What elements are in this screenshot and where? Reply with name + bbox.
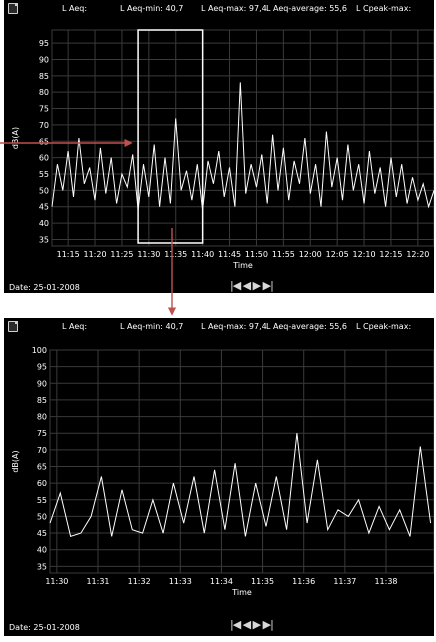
y-tick-label: 70 [37,446,47,455]
l-aeq-label: L Aeq: [62,322,88,331]
date-label-zoomed: Date: 25-01-2008 [9,623,80,632]
skip-to-end-icon[interactable]: ▶| [262,618,274,631]
date-label: Date: 25-01-2008 [9,283,80,292]
y-tick-label: 50 [37,512,47,521]
series-line [51,82,434,211]
y-tick-label: 50 [39,186,49,195]
skip-to-start-icon[interactable]: |◀ [230,279,241,292]
y-tick-label: 65 [39,137,49,146]
x-tick-label: 11:15 [57,250,80,259]
playback-controls: |◀ ◀ ▶ ▶| [230,279,274,292]
y-tick-label: 85 [37,396,47,405]
x-tick-label: 11:36 [292,577,315,586]
l-aeq-max-label: L Aeq-max: 97,4 [201,4,267,13]
x-tick-label: 11:45 [218,250,241,259]
y-tick-label: 80 [37,413,47,422]
y-tick-label: 45 [39,203,49,212]
x-axis-label: Time [231,588,252,597]
y-axis-label: dB(A) [11,127,20,149]
x-tick-label: 12:05 [326,250,349,259]
document-icon [8,3,18,14]
x-tick-label: 12:10 [353,250,376,259]
x-tick-label: 11:37 [333,577,356,586]
x-tick-label: 11:55 [272,250,295,259]
series-line [49,433,432,538]
step-back-icon[interactable]: ◀ [242,618,252,631]
plot-frame [51,29,434,247]
l-cpeak-max-label: L Cpeak-max: [356,4,412,13]
step-back-icon[interactable]: ◀ [242,279,252,292]
x-tick-label: 11:31 [86,577,109,586]
l-aeq-average-label: L Aeq-average: 55,6 [266,322,348,331]
zoomed-chart-panel: L Aeq: L Aeq-min: 40,7 L Aeq-max: 97,4 L… [4,318,434,636]
y-tick-label: 35 [37,562,47,571]
y-tick-label: 45 [37,529,47,538]
overview-line-chart[interactable]: 35 40 45 50 55 60 65 70 75 80 85 90 95 11:15 11:20 11:2… [4,0,434,293]
y-tick-label: 65 [37,462,47,471]
y-tick-label: 75 [39,105,49,114]
x-tick-label: 11:20 [84,250,107,259]
step-forward-icon[interactable]: ▶ [252,618,262,631]
x-tick-label: 11:30 [137,250,160,259]
y-tick-label: 80 [39,88,49,97]
x-tick-label: 11:32 [128,577,151,586]
x-tick-label: 12:20 [406,250,429,259]
l-aeq-label: L Aeq: [62,4,88,13]
x-tick-label: 11:50 [245,250,268,259]
y-tick-label: 35 [39,235,49,244]
step-forward-icon[interactable]: ▶ [252,279,262,292]
y-tick-label: 55 [37,496,47,505]
x-axis-label: Time [232,261,253,270]
x-tick-label: 11:30 [45,577,68,586]
zoom-selection-box [137,29,204,244]
x-tick-label: 12:15 [379,250,402,259]
l-aeq-min-label: L Aeq-min: 40,7 [120,322,184,331]
l-aeq-min-label: L Aeq-min: 40,7 [120,4,184,13]
zoomed-line-chart[interactable]: 35 40 45 50 55 60 65 70 75 80 85 90 95 100 11:30 11:31 1… [4,318,434,636]
y-tick-label: 40 [37,546,47,555]
skip-to-end-icon[interactable]: ▶| [262,279,274,292]
document-icon [8,321,18,332]
y-tick-label: 75 [37,429,47,438]
x-tick-label: 11:25 [110,250,133,259]
y-tick-label: 95 [39,39,49,48]
x-tick-label: 11:35 [251,577,274,586]
overview-chart-panel: L Aeq: L Aeq-min: 40,7 L Aeq-max: 97,4 L… [4,0,434,293]
playback-controls-zoomed: |◀ ◀ ▶ ▶| [230,618,274,631]
y-tick-label: 95 [37,363,47,372]
stats-header: L Aeq: L Aeq-min: 40,7 L Aeq-max: 97,4 L… [4,0,434,16]
y-tick-label: 90 [39,55,49,64]
l-aeq-average-label: L Aeq-average: 55,6 [266,4,348,13]
y-tick-label: 60 [39,154,49,163]
stats-header-zoomed: L Aeq: L Aeq-min: 40,7 L Aeq-max: 97,4 L… [4,318,434,334]
l-aeq-max-label: L Aeq-max: 97,4 [201,322,267,331]
y-axis-label: dB(A) [11,450,20,472]
x-tick-label: 11:33 [169,577,192,586]
x-tick-label: 11:40 [191,250,214,259]
x-tick-label: 12:00 [299,250,322,259]
y-tick-label: 40 [39,219,49,228]
skip-to-start-icon[interactable]: |◀ [230,618,241,631]
y-tick-label: 55 [39,170,49,179]
x-tick-label: 11:34 [210,577,233,586]
y-tick-label: 100 [32,346,47,355]
l-cpeak-max-label: L Cpeak-max: [356,322,412,331]
y-tick-label: 60 [37,479,47,488]
x-tick-label: 11:38 [374,577,397,586]
y-tick-label: 90 [37,379,47,388]
y-tick-label: 70 [39,121,49,130]
y-tick-label: 85 [39,72,49,81]
x-tick-label: 11:35 [164,250,187,259]
